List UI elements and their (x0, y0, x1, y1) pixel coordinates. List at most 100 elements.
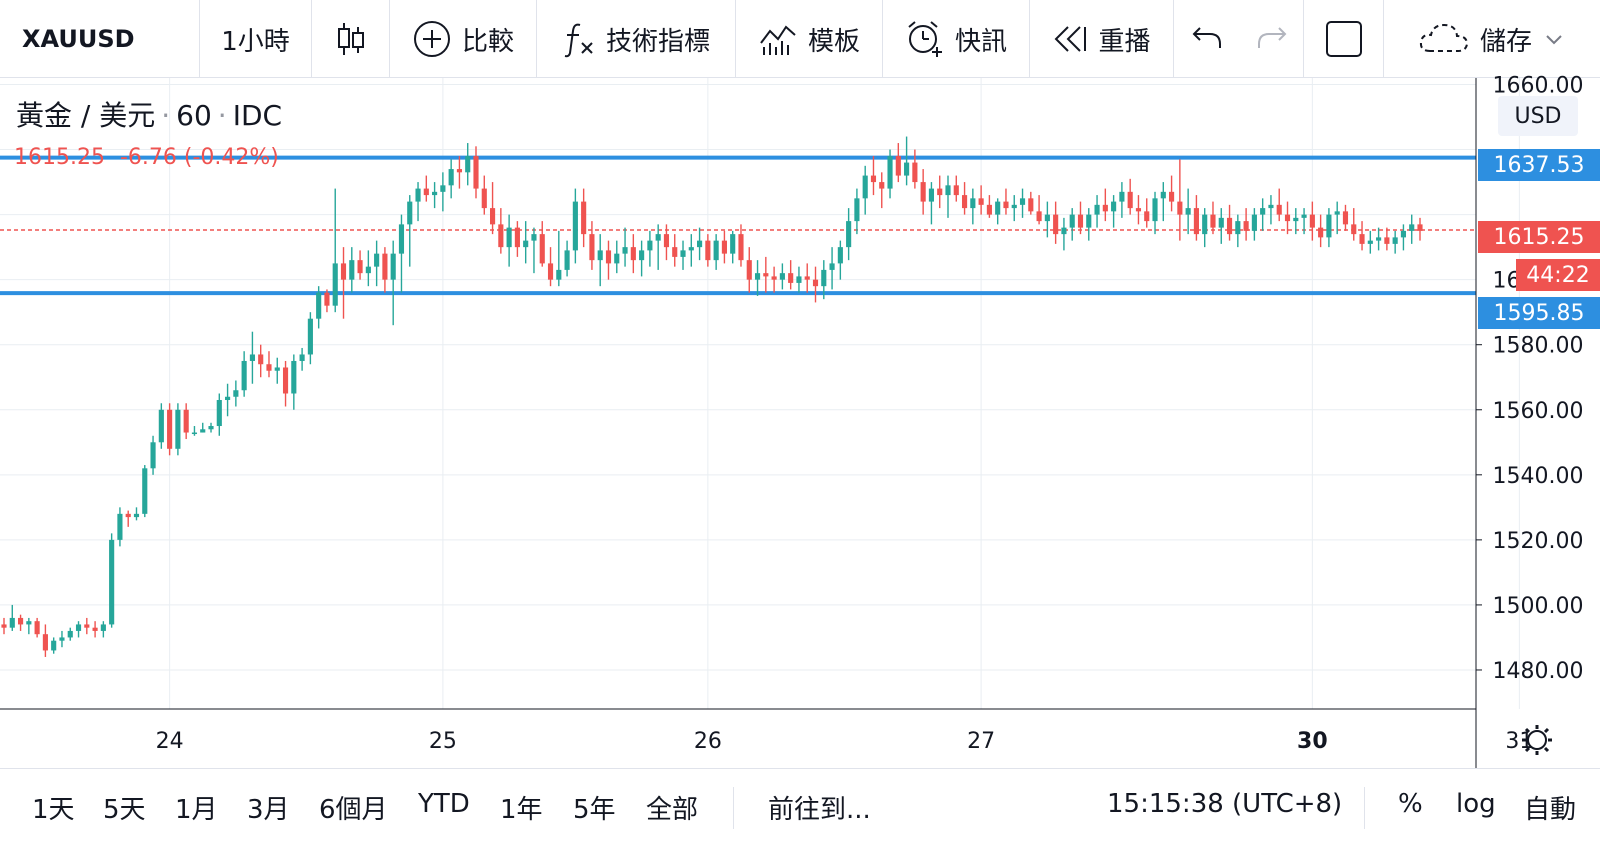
candle-body (1318, 227, 1324, 238)
templates-button[interactable]: 模板 (736, 0, 883, 78)
rewind-icon (1055, 26, 1087, 52)
goto-date-button[interactable]: 前往到... (768, 795, 871, 825)
candle-body (738, 234, 744, 261)
candle-body (912, 162, 918, 183)
candle-body (1094, 204, 1100, 215)
candle-body (1111, 201, 1117, 212)
range-all-button[interactable]: 全部 (646, 795, 699, 825)
candle-body (489, 208, 496, 225)
candle-body (175, 409, 181, 449)
legend-price-row: 1615.25 -6.76 (-0.42%) (14, 145, 279, 170)
price-tick-label: 1580.00 (1493, 334, 1584, 359)
candle-body (862, 175, 868, 199)
candle-body (59, 637, 65, 641)
candle-body (1284, 214, 1291, 222)
candle-body (1127, 191, 1133, 209)
save-button[interactable]: 儲存 (1384, 0, 1600, 78)
candle-body (1086, 214, 1092, 228)
gear-button[interactable] (1522, 725, 1552, 755)
candle-body (1, 624, 7, 628)
candle-body (316, 292, 322, 319)
range-5d-button[interactable]: 5天 (103, 795, 146, 825)
candle-body (1193, 208, 1199, 235)
range-5y-button[interactable]: 5年 (573, 795, 616, 825)
range-1y-button[interactable]: 1年 (500, 795, 543, 825)
range-ytd-button[interactable]: YTD (418, 789, 470, 819)
candle-body (887, 156, 893, 189)
log-scale-toggle[interactable]: log (1456, 789, 1496, 819)
candle-body (953, 185, 959, 196)
candle-body (904, 162, 910, 176)
candle-body (879, 182, 885, 189)
range-1m-button[interactable]: 1月 (175, 795, 218, 825)
candle-body (928, 188, 935, 202)
upper-line-price-text: 1637.53 (1493, 152, 1585, 178)
candle-body (1376, 237, 1382, 241)
candle-body (407, 201, 413, 225)
chart-type-button[interactable] (312, 0, 390, 78)
range-3m-button[interactable]: 3月 (247, 795, 290, 825)
replay-button[interactable]: 重播 (1030, 0, 1174, 78)
candle-body (1417, 224, 1423, 231)
time-tick-label: 25 (429, 729, 457, 754)
candle-body (870, 175, 877, 183)
candle-body (100, 624, 106, 631)
candle-body (266, 364, 272, 371)
series-legend[interactable]: 黃金 / 美元 · 60 · IDC (16, 94, 282, 134)
top-toolbar: XAUUSD 1小時 比較 技術指標 (0, 0, 1600, 78)
candle-body (349, 260, 355, 280)
fullscreen-button[interactable] (1304, 0, 1384, 78)
redo-button[interactable] (1240, 0, 1304, 78)
save-label: 儲存 (1479, 26, 1532, 57)
candle-body (754, 273, 761, 280)
alerts-button[interactable]: 快訊 (883, 0, 1030, 78)
range-1d-button[interactable]: 1天 (32, 795, 75, 825)
candle-body (1028, 198, 1034, 212)
candle-body (299, 354, 305, 361)
range-6m-button[interactable]: 6個月 (319, 795, 388, 825)
compare-button[interactable]: 比較 (390, 0, 537, 78)
lower-line-price-text: 1595.85 (1493, 300, 1585, 326)
symbol-label: XAUUSD (22, 25, 135, 53)
candle-body (655, 234, 661, 241)
candle-body (1077, 214, 1084, 228)
currency-label[interactable]: USD (1498, 96, 1578, 136)
candle-body (390, 253, 396, 280)
gear-icon (1527, 730, 1547, 750)
candle-body (324, 292, 330, 306)
percent-scale-toggle[interactable]: % (1398, 789, 1423, 819)
time-tick-label: 24 (156, 729, 184, 754)
symbol-search-button[interactable]: XAUUSD (0, 0, 200, 78)
candle-body (1276, 204, 1282, 215)
time-axis[interactable]: 24 25 26 27 30 31 (156, 729, 1534, 754)
bar-countdown-text: 44:22 (1526, 262, 1590, 288)
undo-button[interactable] (1174, 0, 1240, 78)
candle-body (647, 240, 653, 251)
candle-body (423, 188, 429, 196)
interval-button[interactable]: 1小時 (200, 0, 312, 78)
candle-body (1342, 211, 1349, 225)
candle-body (92, 627, 98, 631)
candle-body (1053, 214, 1059, 235)
candle-body (216, 400, 222, 427)
candle-body (1036, 211, 1042, 222)
candle-body (1011, 204, 1017, 209)
price-tick-label: 1520.00 (1493, 529, 1584, 554)
candle-body (448, 169, 454, 186)
candle-body (1152, 198, 1158, 222)
candle-body (514, 227, 520, 248)
candle-body (961, 195, 968, 209)
candle-body (133, 513, 140, 518)
chevron-down-icon[interactable] (1542, 27, 1566, 51)
candle-body (1351, 224, 1357, 235)
auto-scale-toggle[interactable]: 自動 (1524, 795, 1577, 825)
indicators-label: 技術指標 (605, 26, 710, 57)
indicators-button[interactable]: 技術指標 (537, 0, 736, 78)
clock-timezone-button[interactable]: 15:15:38 (UTC+8) (1107, 789, 1343, 819)
legend-separator: · (217, 99, 227, 132)
candle-body (1326, 214, 1332, 238)
candle-body (779, 273, 785, 280)
price-chart[interactable]: 1580.00 1560.00 1540.00 1520.00 1500.00 1480.… (0, 0, 1600, 768)
candle-body (705, 240, 711, 261)
candle-body (415, 188, 421, 202)
